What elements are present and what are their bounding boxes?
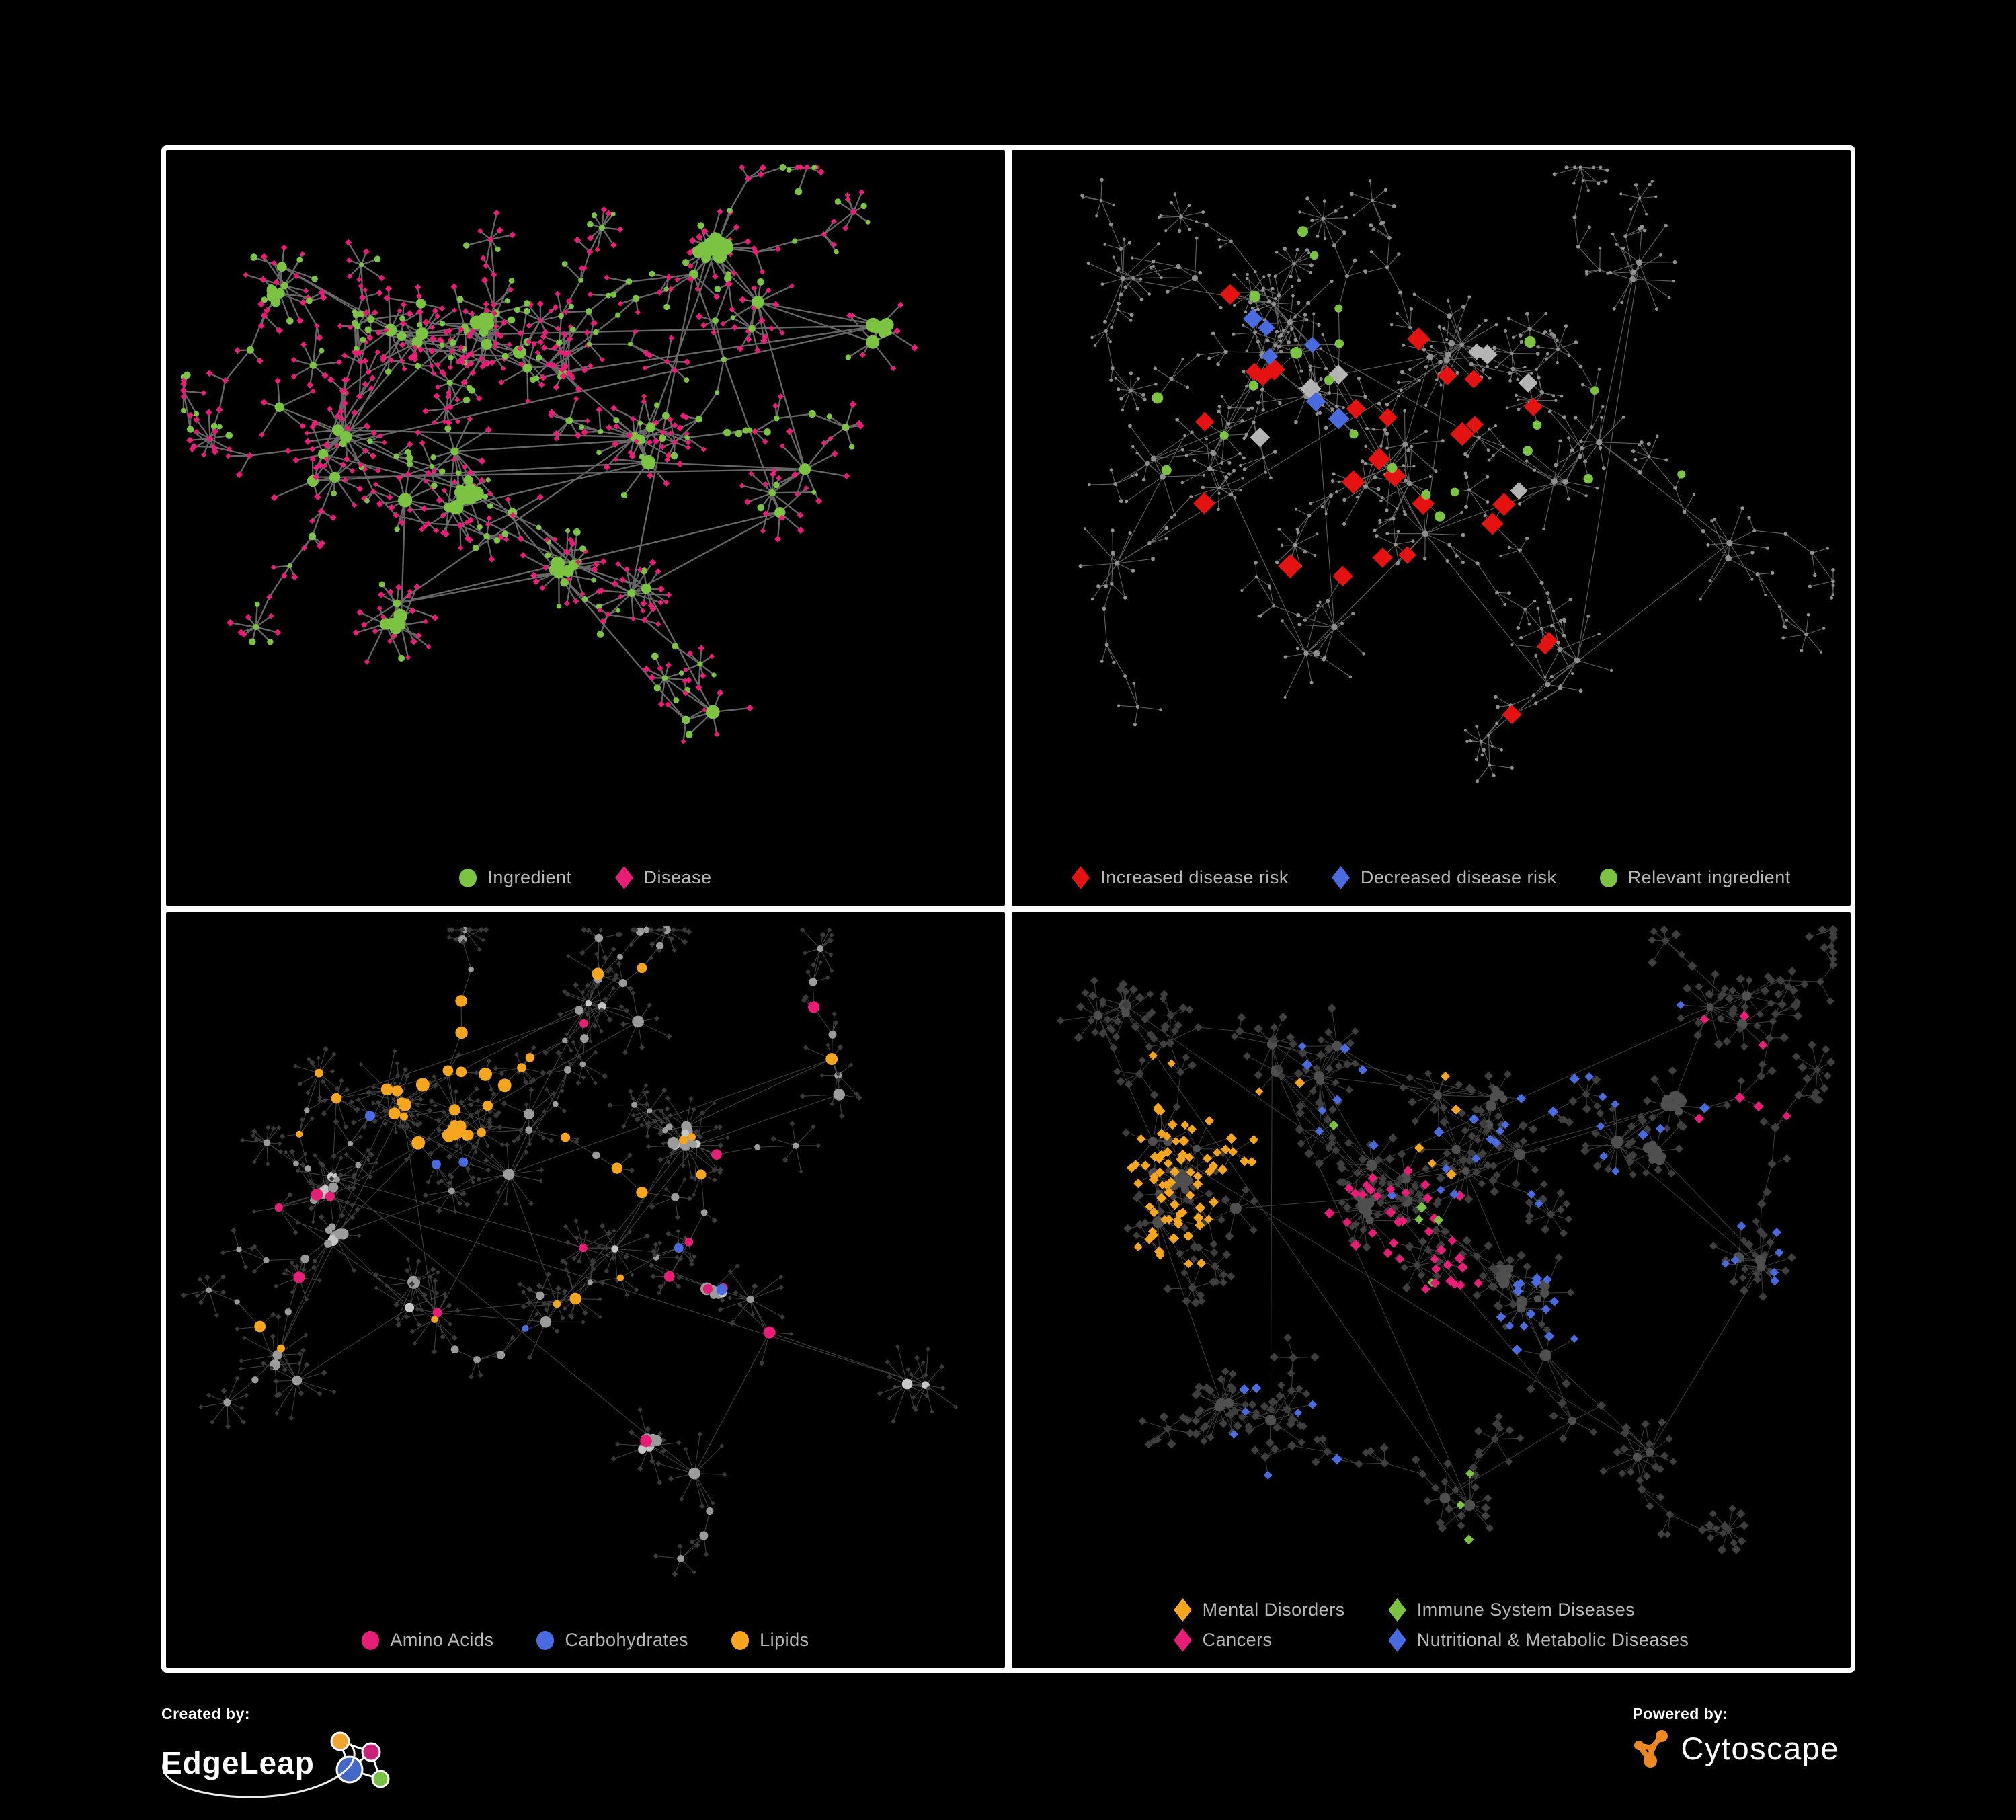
cytoscape-branding: Powered by: Cytoscape [1632,1705,1855,1769]
edgeleap-wordmark: EdgeLeap [161,1745,315,1780]
legend-label: Relevant ingredient [1627,867,1791,887]
legend-item: Carbohydrates [536,1630,688,1651]
panel-disease-categories: Mental Disorders Immune System Diseases … [1012,912,1851,1668]
legend-label: Lipids [760,1630,809,1650]
legend-ingredient-classes: Amino Acids Carbohydrates Lipids [166,1630,1005,1651]
cytoscape-wordmark: Cytoscape [1681,1730,1839,1766]
edgeleap-swoosh-icon [162,1743,356,1798]
amino-acids-circle-icon [362,1630,380,1650]
decreased-risk-diamond-icon [1331,866,1350,889]
footer: Created by: EdgeLeap [161,1705,1855,1800]
legend-item: Ingredient [459,867,571,888]
legend-item: Decreased disease risk [1331,866,1557,889]
disease-diamond-icon [614,866,633,889]
cancers-diamond-icon [1173,1628,1192,1652]
cytoscape-logo: Cytoscape [1632,1727,1839,1769]
ingredient-circle-icon [459,868,477,887]
legend-label: Amino Acids [390,1630,494,1650]
legend-label: Decreased disease risk [1360,867,1557,887]
edgeleap-logo: EdgeLeap [161,1726,393,1800]
legend-item: Lipids [731,1630,809,1651]
legend-item: Relevant ingredient [1599,867,1791,888]
edgeleap-network-icon [330,1731,390,1788]
legend-disease-risk: Increased disease risk Decreased disease… [1012,866,1851,889]
legend-label: Increased disease risk [1100,867,1289,887]
panel-disease-risk: Increased disease risk Decreased disease… [1012,150,1851,906]
legend-label: Mental Disorders [1202,1599,1345,1620]
legend-item: Mental Disorders [1173,1598,1345,1622]
legend-item: Amino Acids [362,1630,493,1651]
network-canvas-ingredient-classes [180,925,959,1577]
legend-label: Carbohydrates [565,1630,689,1650]
panel-ingredient-disease: Ingredient Disease [166,150,1005,906]
panel-ingredient-classes: Amino Acids Carbohydrates Lipids [166,912,1005,1668]
network-canvas-disease-risk [1078,165,1835,783]
lipids-circle-icon [731,1630,750,1650]
legend-item: Immune System Diseases [1387,1598,1689,1622]
immune-diseases-diamond-icon [1387,1598,1406,1622]
carbohydrates-circle-icon [536,1630,555,1650]
network-canvas-disease-categories [1056,925,1838,1555]
legend-item: Disease [614,866,712,889]
powered-by-label: Powered by: [1632,1705,1728,1723]
relevant-ingredient-circle-icon [1599,868,1617,887]
legend-label: Cancers [1202,1630,1273,1650]
legend-disease-categories: Mental Disorders Immune System Diseases … [1012,1598,1851,1652]
legend-label: Disease [643,867,712,887]
legend-item: Increased disease risk [1072,866,1289,889]
network-grid-frame: Ingredient Disease Increased disease ris… [161,145,1855,1673]
edgeleap-branding: Created by: EdgeLeap [161,1705,393,1800]
network-canvas-ingredient-disease [180,164,918,744]
created-by-label: Created by: [161,1705,251,1723]
increased-risk-diamond-icon [1072,866,1090,889]
legend-label: Immune System Diseases [1416,1599,1636,1620]
legend-item: Cancers [1173,1628,1345,1652]
legend-item: Nutritional & Metabolic Diseases [1387,1628,1689,1652]
mental-disorders-diamond-icon [1173,1598,1192,1622]
legend-label: Ingredient [487,867,572,887]
cytoscape-network-icon [1634,1730,1668,1768]
legend-ingredient-disease: Ingredient Disease [166,866,1005,889]
legend-label: Nutritional & Metabolic Diseases [1416,1630,1689,1650]
metabolic-diseases-diamond-icon [1387,1628,1406,1652]
